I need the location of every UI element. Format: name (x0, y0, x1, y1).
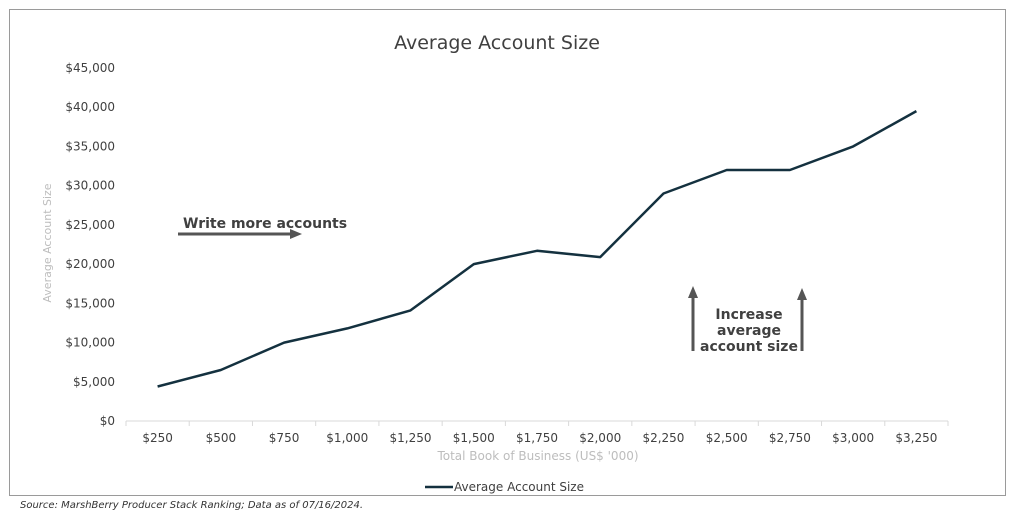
x-tick-label: $1,500 (453, 431, 495, 445)
x-tick-marks (125, 421, 949, 426)
x-tick-labels: $250 $500 $750 $1,000 $1,250 $1,500 $1,750 $2,0… (142, 431, 937, 445)
y-tick-label: $0 (100, 414, 115, 428)
annotation-write-more-accounts: Write more accounts (183, 216, 347, 232)
x-tick-label: $1,000 (326, 431, 368, 445)
x-tick-label: $2,250 (642, 431, 684, 445)
x-tick-label: $500 (206, 431, 237, 445)
y-tick-label: $15,000 (65, 296, 115, 310)
y-tick-label: $10,000 (65, 336, 115, 350)
x-tick-label: $750 (269, 431, 300, 445)
y-axis-label: Average Account Size (41, 183, 54, 302)
x-tick-label: $2,500 (706, 431, 748, 445)
series-line-average-account-size (157, 110, 918, 388)
annotation-increase-line-2: average (717, 323, 781, 339)
x-tick-label: $1,750 (516, 431, 558, 445)
annotation-increase-line-3: account size (700, 339, 798, 355)
y-tick-label: $20,000 (65, 257, 115, 271)
y-tick-label: $25,000 (65, 218, 115, 232)
y-tick-label: $40,000 (65, 100, 115, 114)
up-arrow-icon (688, 286, 698, 351)
up-arrow-icon (797, 288, 807, 351)
x-tick-label: $1,250 (390, 431, 432, 445)
y-tick-label: $35,000 (65, 139, 115, 153)
right-arrow-icon (178, 229, 302, 239)
x-tick-label: $3,000 (832, 431, 874, 445)
annotation-increase-line-1: Increase (715, 307, 782, 323)
chart-title: Average Account Size (394, 32, 600, 54)
x-axis-label: Total Book of Business (US$ '000) (436, 449, 638, 463)
chart-frame (9, 9, 1006, 496)
y-tick-labels: $0 $5,000 $10,000 $15,000 $20,000 $25,000 $30,… (65, 61, 115, 428)
y-tick-label: $5,000 (73, 375, 115, 389)
legend: Average Account Size (425, 480, 584, 494)
x-tick-label: $2,000 (579, 431, 621, 445)
x-tick-label: $3,250 (895, 431, 937, 445)
y-tick-label: $30,000 (65, 179, 115, 193)
x-tick-label: $250 (142, 431, 173, 445)
source-note: Source: MarshBerry Producer Stack Rankin… (20, 500, 364, 511)
x-tick-label: $2,750 (769, 431, 811, 445)
legend-label: Average Account Size (454, 480, 584, 494)
y-tick-label: $45,000 (65, 61, 115, 75)
